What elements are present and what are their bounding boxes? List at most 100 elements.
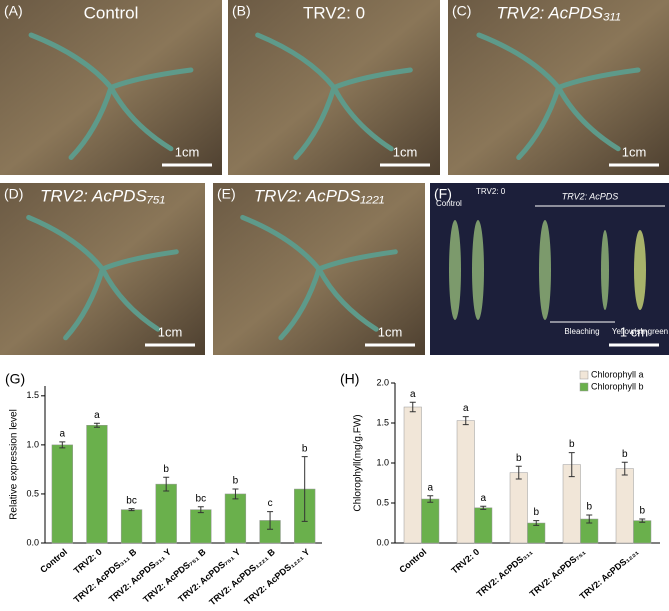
leaf xyxy=(316,266,379,332)
error-bar xyxy=(232,488,239,500)
leaf xyxy=(316,249,398,272)
significance-letter: b xyxy=(586,502,592,513)
x-tick-label: Control xyxy=(397,547,428,575)
y-tick-label: 0.0 xyxy=(26,537,39,547)
bar xyxy=(527,522,546,544)
panel-label: (C) xyxy=(452,3,471,19)
bar xyxy=(456,420,475,544)
significance-letter: b xyxy=(639,506,645,517)
panel-label: (B) xyxy=(232,3,251,19)
panel-title: TRV2: AcPDS₁₂₂₁ xyxy=(254,186,384,205)
error-bar xyxy=(568,452,575,478)
leaf xyxy=(108,67,194,90)
bar xyxy=(86,425,108,544)
bar xyxy=(51,444,73,544)
legend-swatch xyxy=(579,382,589,392)
panel-label: (A) xyxy=(4,3,23,19)
error-bar xyxy=(197,506,204,514)
y-tick-label: 1.0 xyxy=(376,457,389,467)
significance-letter: a xyxy=(94,410,100,421)
y-axis-title: Relative expression level xyxy=(9,409,20,520)
f-empty: TRV2: 0 xyxy=(476,187,506,196)
significance-letter: b xyxy=(233,476,239,487)
leaf xyxy=(516,85,561,160)
y-axis-title: Chlorophyll(mg/g.FW) xyxy=(353,414,364,511)
significance-letter: b xyxy=(516,453,522,464)
scale-label: 1cm xyxy=(393,144,418,159)
error-bar xyxy=(515,465,522,480)
significance-letter: c xyxy=(268,498,273,509)
panel-label: (H) xyxy=(340,371,359,387)
error-bar xyxy=(93,422,100,428)
leaf xyxy=(634,230,646,310)
x-tick-label: TRV2: AcPDS₁₂₂₁ xyxy=(578,547,641,602)
f-yellow: Yellowish-green xyxy=(612,327,668,336)
error-bar xyxy=(128,508,135,512)
leaf xyxy=(293,85,337,160)
leaf xyxy=(100,266,161,332)
leaf xyxy=(63,266,105,341)
x-tick-label: TRV2: AcPDS₇₅₁ Y xyxy=(176,547,242,605)
error-bar xyxy=(427,495,434,503)
leaf xyxy=(331,67,413,90)
leaf xyxy=(255,32,337,90)
panel-title: TRV2: 0 xyxy=(303,3,365,22)
scale-label: 1cm xyxy=(378,324,403,339)
panel-label: (F) xyxy=(434,186,452,202)
x-tick-label: TRV2: AcPDS₁₂₂₁ Y xyxy=(242,547,311,607)
y-tick-label: 0.0 xyxy=(376,537,389,547)
bar xyxy=(509,472,528,544)
x-tick-label: TRV2: AcPDS₃₁₁ B xyxy=(72,546,139,605)
scale-label: 1 cm xyxy=(620,324,648,339)
x-tick-label: Control xyxy=(38,547,69,575)
leaf xyxy=(449,220,461,320)
significance-letter: b xyxy=(569,439,575,450)
leaf xyxy=(108,85,174,152)
x-tick-label: TRV2: AcPDS₇₅₁ B xyxy=(141,546,208,604)
error-bar xyxy=(59,441,66,449)
error-bar xyxy=(163,476,170,492)
leaf xyxy=(68,85,114,160)
leaf xyxy=(100,249,179,272)
significance-letter: a xyxy=(60,429,66,440)
bar xyxy=(474,507,493,544)
scale-label: 1cm xyxy=(175,144,200,159)
bar xyxy=(421,498,440,544)
x-tick-label: TRV2: AcPDS₃₁₁ Y xyxy=(107,547,173,605)
y-tick-label: 1.5 xyxy=(26,390,39,400)
bar xyxy=(155,483,177,544)
panel-title: TRV2: AcPDS₇₅₁ xyxy=(40,186,165,205)
y-tick-label: 1.5 xyxy=(376,417,389,427)
bar xyxy=(224,493,247,544)
leaf xyxy=(476,32,561,90)
bar xyxy=(615,468,634,544)
legend-swatch xyxy=(579,370,589,380)
x-tick-label: TRV2: AcPDS₇₅₁ xyxy=(528,547,588,599)
error-bar xyxy=(621,461,628,476)
error-bar xyxy=(267,511,274,530)
significance-letter: bc xyxy=(126,495,137,506)
error-bar xyxy=(462,416,469,426)
leaf xyxy=(331,85,394,152)
significance-letter: bc xyxy=(196,493,207,504)
significance-letter: b xyxy=(622,449,628,460)
y-tick-label: 1.0 xyxy=(26,439,39,449)
x-tick-label: TRV2: AcPDS₃₁₁ xyxy=(475,547,535,600)
error-bar xyxy=(639,518,646,523)
significance-letter: b xyxy=(533,507,539,518)
bar xyxy=(120,509,143,544)
x-tick-label: TRV2: 0 xyxy=(72,547,104,576)
legend-label: Chlorophyll a xyxy=(591,369,644,379)
significance-letter: b xyxy=(163,464,169,475)
bar xyxy=(190,509,212,544)
bar xyxy=(403,406,422,544)
significance-letter: b xyxy=(302,443,308,454)
panel-title: TRV2: AcPDS₃₁₁ xyxy=(496,3,620,22)
f-control: Control xyxy=(436,199,462,208)
error-bar xyxy=(480,505,487,510)
significance-letter: a xyxy=(410,389,416,400)
error-bar xyxy=(301,456,308,522)
y-tick-label: 0.5 xyxy=(26,488,39,498)
legend-label: Chlorophyll b xyxy=(591,381,644,391)
